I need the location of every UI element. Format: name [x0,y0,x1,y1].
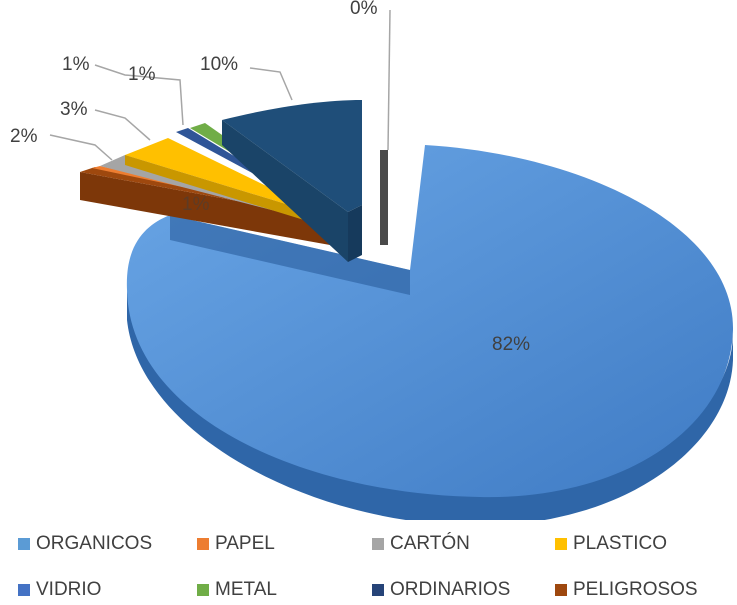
data-label-zero: 0% [350,0,378,19]
data-label-papel: 1% [182,194,210,215]
data-label-organicos: 82% [492,334,530,355]
data-label-plastico: 3% [60,99,88,120]
legend-label: METAL [215,579,277,600]
data-label-ordinarios: 10% [200,54,238,75]
legend-label: PAPEL [215,533,275,554]
legend-item-plastico: PLASTICO [555,533,667,555]
legend-label: VIDRIO [36,579,102,600]
legend-swatch [555,538,567,550]
pie-chart: 2% 3% 1% 1% 10% 0% 1% 82% [10,0,734,520]
legend-item-vidrio: VIDRIO [18,579,101,601]
slice-organicos-top [126,145,734,498]
legend-item-papel: PAPEL [197,533,275,555]
legend-item-carton: CARTÓN [372,533,470,555]
legend-label: PELIGROSOS [573,579,698,600]
legend-item-organicos: ORGANICOS [18,533,152,555]
slice-organicos [126,145,734,520]
legend-item-ordinarios: ORDINARIOS [372,579,510,601]
legend-swatch [372,584,384,596]
legend-swatch [18,538,30,550]
legend-swatch [555,584,567,596]
slice-organicos-side [127,290,734,520]
legend-swatch [18,584,30,596]
legend-label: CARTÓN [390,533,470,554]
legend-swatch [197,584,209,596]
legend-item-metal: METAL [197,579,277,601]
legend-item-peligrosos: PELIGROSOS [555,579,698,601]
legend-swatch [372,538,384,550]
data-label-metal: 1% [128,64,156,85]
data-label-peligrosos: 2% [10,126,38,147]
slice-ordinarios [222,100,362,262]
legend: ORGANICOS PAPEL CARTÓN PLASTICO VIDRIO M… [0,522,737,605]
legend-label: ORDINARIOS [390,579,511,600]
data-label-vidrio: 1% [62,54,90,75]
slice-zero [380,150,388,245]
legend-label: PLASTICO [573,533,667,554]
leader-lines [49,9,391,161]
legend-label: ORGANICOS [36,533,153,554]
legend-swatch [197,538,209,550]
